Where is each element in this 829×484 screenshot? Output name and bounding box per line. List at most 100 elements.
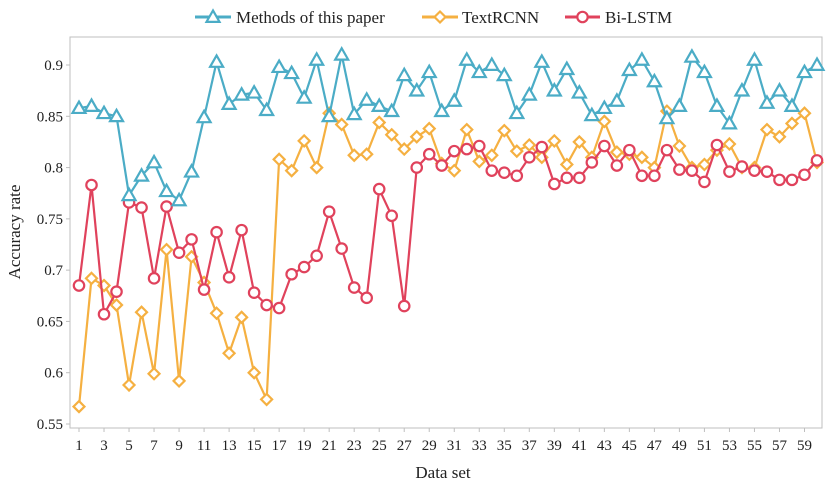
x-tick-label: 39 (547, 438, 562, 454)
data-point-textrcnn (797, 106, 812, 121)
data-point-textrcnn (459, 122, 474, 137)
data-point-methods-of-this-paper (108, 107, 125, 123)
data-point-methods-of-this-paper (570, 83, 588, 99)
y-axis-title: Accuracy rate (5, 185, 24, 280)
data-point-methods-of-this-paper (358, 91, 376, 106)
y-tick-label: 0.6 (44, 366, 63, 382)
data-point-methods-of-this-paper (520, 86, 538, 101)
y-tick-label: 0.85 (37, 109, 63, 125)
data-point-bi-lstm (435, 159, 449, 172)
x-tick-label: 3 (100, 438, 108, 454)
data-point-textrcnn (422, 121, 437, 136)
data-point-bi-lstm (810, 154, 824, 167)
data-point-methods-of-this-paper (420, 63, 438, 79)
x-tick-label: 29 (422, 438, 437, 454)
data-point-bi-lstm (573, 171, 586, 185)
data-point-textrcnn (384, 127, 399, 142)
data-point-textrcnn (672, 138, 687, 154)
data-point-methods-of-this-paper (783, 97, 801, 113)
data-point-textrcnn (784, 116, 800, 131)
data-point-methods-of-this-paper (83, 97, 100, 113)
data-point-textrcnn (334, 117, 349, 132)
data-point-methods-of-this-paper (220, 95, 238, 110)
data-point-bi-lstm (260, 298, 273, 312)
data-point-methods-of-this-paper (458, 51, 476, 66)
data-point-textrcnn (284, 163, 299, 178)
data-point-bi-lstm (510, 169, 524, 183)
data-point-methods-of-this-paper (258, 101, 276, 117)
data-point-textrcnn (234, 310, 249, 325)
series-bi-lstm (72, 138, 824, 321)
data-point-bi-lstm (410, 161, 424, 174)
data-point-bi-lstm (335, 242, 348, 255)
data-point-bi-lstm (610, 159, 624, 172)
x-tick-label: 7 (150, 438, 158, 454)
data-point-methods-of-this-paper (708, 97, 726, 113)
data-point-textrcnn (547, 133, 562, 148)
data-point-textrcnn (372, 115, 387, 130)
data-point-methods-of-this-paper (733, 81, 751, 97)
data-point-methods-of-this-paper (208, 53, 225, 68)
data-point-bi-lstm (635, 169, 649, 183)
x-tick-label: 51 (697, 438, 712, 454)
data-point-bi-lstm (147, 272, 161, 285)
data-point-methods-of-this-paper (608, 92, 626, 107)
data-point-methods-of-this-paper (95, 104, 113, 120)
x-tick-label: 25 (372, 438, 387, 454)
y-axis-ticks: 0.55 0.6 0.65 0.7 0.75 0.8 0.85 0.9 (37, 58, 70, 433)
x-tick-label: 41 (572, 438, 587, 454)
data-point-textrcnn (109, 297, 124, 313)
data-point-bi-lstm (560, 171, 574, 185)
legend-item-textrcnn: TextRCNN (422, 8, 539, 27)
data-point-bi-lstm (247, 286, 261, 300)
series-methods-of-this-paper (70, 46, 826, 207)
x-tick-label: 35 (497, 438, 512, 454)
data-point-textrcnn (634, 150, 649, 165)
y-tick-label: 0.75 (37, 212, 63, 228)
data-point-methods-of-this-paper (495, 66, 513, 82)
data-point-bi-lstm (272, 301, 286, 315)
legend: Methods of this paper TextRCNN Bi-LSTM (195, 8, 672, 27)
data-point-methods-of-this-paper (245, 83, 263, 99)
data-point-methods-of-this-paper (158, 182, 175, 198)
data-point-bi-lstm (748, 164, 761, 177)
data-point-textrcnn (397, 142, 412, 157)
data-point-bi-lstm (347, 281, 361, 294)
x-tick-label: 19 (297, 438, 312, 454)
x-tick-label: 1 (75, 438, 83, 454)
x-tick-label: 21 (322, 438, 337, 454)
data-point-textrcnn (172, 373, 187, 388)
x-tick-label: 11 (197, 438, 211, 454)
data-point-textrcnn (159, 242, 174, 257)
data-point-textrcnn (209, 306, 224, 321)
data-point-bi-lstm (648, 169, 661, 183)
data-point-methods-of-this-paper (133, 167, 150, 182)
data-point-textrcnn (272, 152, 287, 167)
data-point-methods-of-this-paper (645, 72, 663, 88)
data-point-methods-of-this-paper (183, 162, 200, 178)
data-point-bi-lstm (72, 279, 86, 292)
data-point-methods-of-this-paper (408, 81, 426, 97)
data-point-methods-of-this-paper (270, 58, 288, 74)
data-point-bi-lstm (210, 225, 223, 239)
data-point-methods-of-this-paper (120, 186, 138, 202)
data-point-bi-lstm (397, 299, 411, 313)
data-point-methods-of-this-paper (508, 104, 526, 120)
data-point-methods-of-this-paper (170, 191, 188, 207)
data-point-bi-lstm (372, 182, 386, 196)
data-point-bi-lstm (673, 163, 686, 176)
legend-label-methods: Methods of this paper (236, 8, 385, 27)
data-point-bi-lstm (623, 143, 636, 157)
data-point-textrcnn (509, 144, 524, 159)
data-point-bi-lstm (710, 138, 724, 152)
x-tick-label: 59 (797, 438, 812, 454)
x-tick-label: 49 (672, 438, 687, 454)
data-point-methods-of-this-paper (320, 107, 338, 123)
x-tick-label: 43 (597, 438, 612, 454)
y-tick-label: 0.7 (44, 263, 63, 279)
data-point-bi-lstm (197, 283, 211, 296)
data-point-methods-of-this-paper (808, 56, 826, 71)
legend-label-textrcnn: TextRCNN (462, 8, 539, 27)
data-point-textrcnn (447, 163, 462, 178)
